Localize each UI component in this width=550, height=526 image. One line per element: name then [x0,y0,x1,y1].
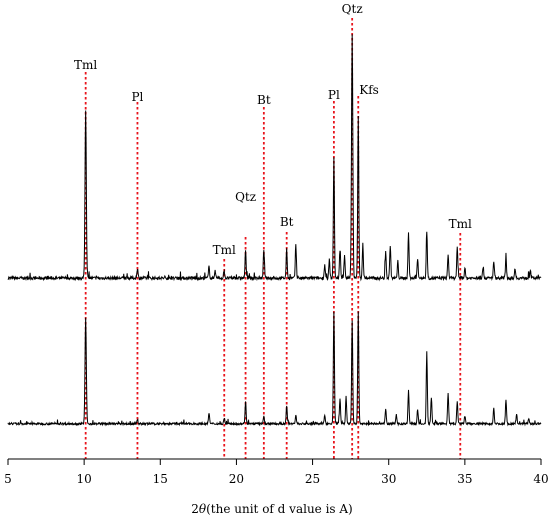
x-label-theta: θ [199,502,207,516]
trace-line-1 [7,34,542,282]
x-tick-label: 20 [229,472,244,486]
phase-label: Pl [328,88,340,102]
x-axis-label: 2θ(the unit of d value is A) [191,502,353,516]
phase-label: Tml [74,58,97,72]
phase-label: Qtz [342,2,363,16]
x-tick-label: 40 [533,472,548,486]
phase-label: Kfs [359,83,379,97]
phase-markers [84,18,462,459]
x-tick-label: 25 [305,472,320,486]
diffraction-traces [7,34,542,427]
x-tick-label: 15 [153,472,168,486]
x-ticks: 5 10 15 20 25 30 35 40 [4,459,549,486]
phase-label: Tml [449,217,472,231]
x-label-prefix: 2 [191,502,199,516]
trace-line-2 [7,311,542,427]
phase-label: Tml [213,243,236,257]
x-tick-label: 5 [4,472,12,486]
phase-label: Bt [280,215,294,229]
phase-label: Pl [131,90,143,104]
x-label-suffix: (the unit of d value is A) [206,502,353,516]
x-tick-label: 10 [77,472,92,486]
phase-label: Bt [257,93,271,107]
x-tick-label: 35 [457,472,472,486]
phase-label: Qtz [235,190,256,204]
phase-labels: Tml Pl Tml Qtz Bt Bt Pl Qtz Kfs Tml [74,2,472,257]
x-tick-label: 30 [381,472,396,486]
